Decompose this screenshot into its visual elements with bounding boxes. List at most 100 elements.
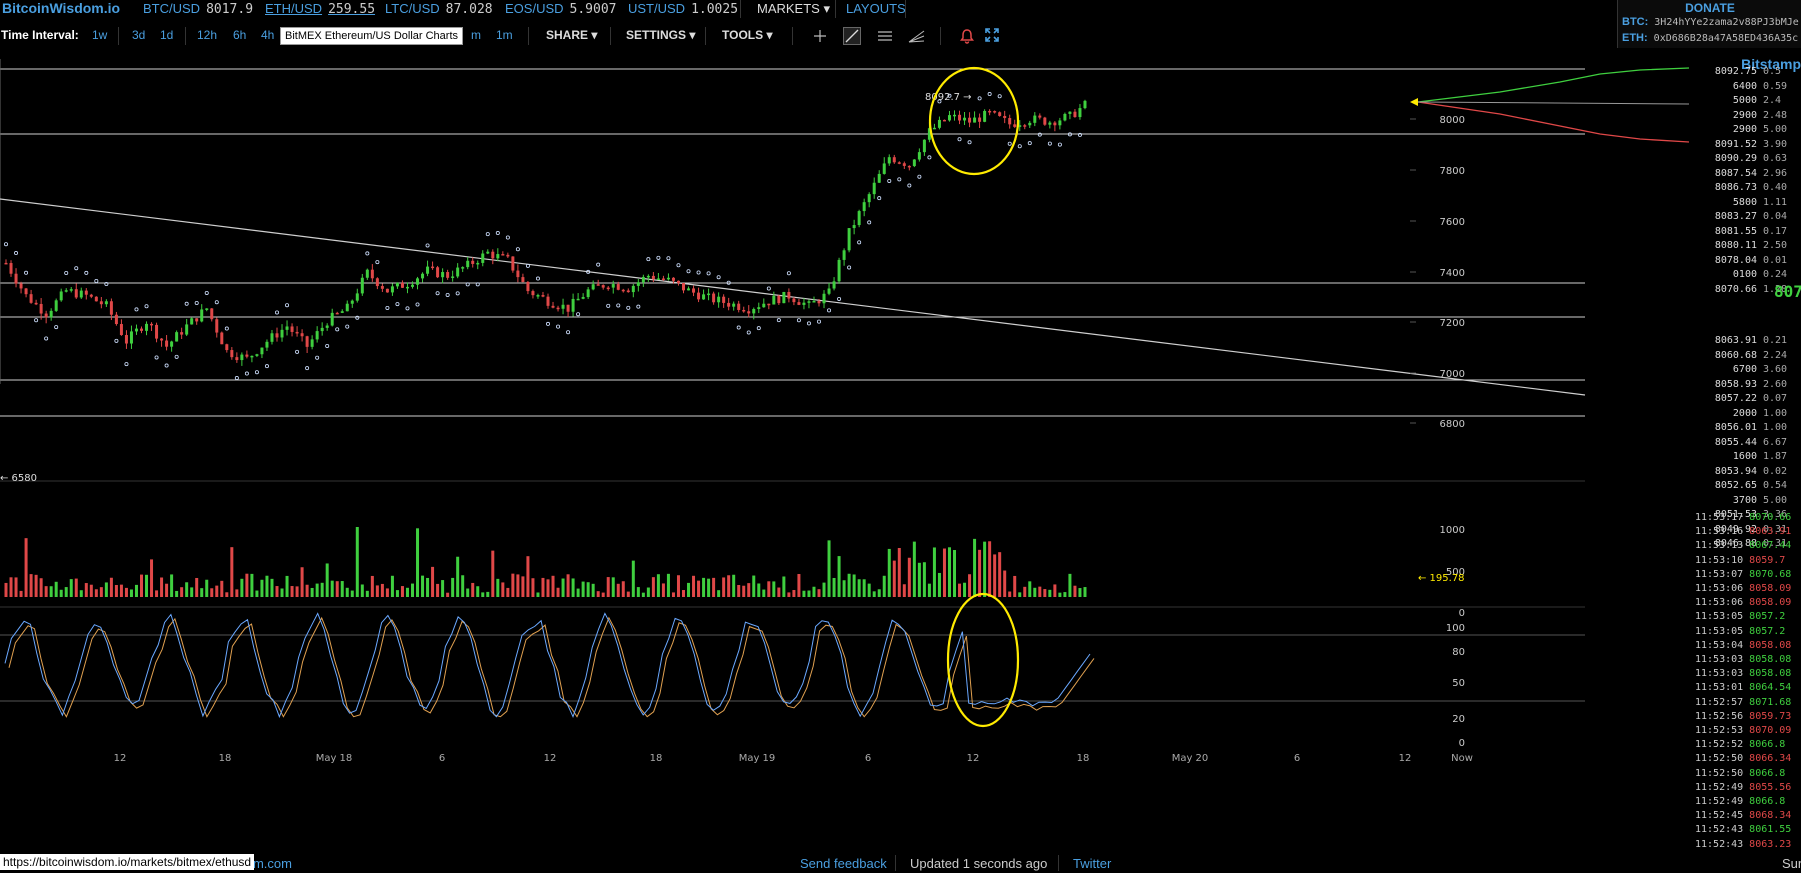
crosshair-icon[interactable] bbox=[812, 28, 828, 44]
candle-body bbox=[104, 301, 108, 305]
interval-4h[interactable]: 4h bbox=[261, 28, 275, 42]
volume-bar bbox=[114, 585, 118, 597]
volume-bar bbox=[902, 584, 906, 597]
candle-body bbox=[782, 291, 786, 304]
volume-bar bbox=[1018, 592, 1022, 597]
btc-address[interactable]: 3H24hYYe2zama2v88PJ3bMJe bbox=[1654, 17, 1799, 28]
candle-body bbox=[937, 119, 941, 128]
volume-bar bbox=[466, 588, 470, 597]
twitter-link[interactable]: Twitter bbox=[1073, 856, 1112, 871]
order-book-row: 6700 3.60 bbox=[1732, 364, 1788, 375]
volume-bar bbox=[365, 590, 369, 597]
interval-1d[interactable]: 1d bbox=[160, 28, 174, 42]
volume-bar bbox=[787, 592, 791, 597]
volume-bar bbox=[476, 586, 480, 597]
candle-body bbox=[757, 307, 761, 310]
volume-bar bbox=[345, 587, 349, 597]
candle-body bbox=[240, 354, 244, 361]
alert-bell-icon[interactable] bbox=[960, 28, 974, 44]
candle-body bbox=[190, 318, 194, 325]
interval-partial[interactable]: m bbox=[471, 28, 481, 42]
last-price: 807 bbox=[1774, 282, 1801, 301]
sar-dot bbox=[1077, 132, 1082, 137]
oscillator-axis-label: 50 bbox=[1452, 678, 1465, 689]
volume-bar bbox=[471, 582, 475, 597]
candle-body bbox=[1013, 124, 1017, 127]
volume-bar bbox=[270, 578, 274, 597]
volume-bar bbox=[44, 586, 48, 597]
price-chart[interactable]: 8000780076007400720070006800100050001008… bbox=[0, 54, 1689, 854]
candle-body bbox=[225, 344, 229, 351]
sar-dot bbox=[997, 94, 1002, 99]
markets-menu[interactable]: MARKETS ▾ bbox=[757, 1, 830, 16]
volume-bar bbox=[411, 583, 414, 597]
exchange-name[interactable]: Bitstamp bbox=[1741, 56, 1801, 72]
candle-body bbox=[556, 307, 560, 310]
candle-body bbox=[4, 262, 8, 265]
site-logo[interactable]: BitcoinWisdom.io bbox=[2, 0, 121, 16]
volume-bar bbox=[702, 577, 706, 597]
sar-dot bbox=[24, 270, 29, 275]
candle-body bbox=[787, 291, 791, 299]
interval-1w[interactable]: 1w bbox=[92, 28, 108, 42]
volume-bar bbox=[862, 579, 866, 597]
candle-body bbox=[330, 312, 334, 326]
tools-menu[interactable]: TOOLS ▾ bbox=[722, 28, 773, 42]
oscillator-axis-label: 100 bbox=[1446, 623, 1465, 634]
volume-bar bbox=[591, 583, 595, 597]
trade-row: 11:52:56 8059.73 bbox=[1695, 710, 1792, 722]
sar-dot bbox=[435, 291, 440, 296]
candle-body bbox=[400, 282, 404, 288]
volume-bar bbox=[807, 590, 811, 597]
interval-3d[interactable]: 3d bbox=[132, 28, 146, 42]
highlight-circle bbox=[928, 66, 1020, 176]
sar-dot bbox=[495, 231, 500, 236]
candle-body bbox=[571, 298, 575, 312]
candle-body bbox=[676, 280, 680, 284]
volume-bar bbox=[235, 589, 239, 597]
eth-address[interactable]: 0xD686B28a47A58ED436A35c bbox=[1653, 33, 1799, 44]
settings-menu[interactable]: SETTINGS ▾ bbox=[626, 28, 696, 42]
share-menu[interactable]: SHARE ▾ bbox=[546, 28, 598, 42]
candle-body bbox=[129, 331, 133, 344]
candle-body bbox=[872, 182, 876, 195]
ticker-eos[interactable]: EOS/USD 5.9007 bbox=[505, 1, 617, 17]
sar-dot bbox=[445, 292, 450, 297]
order-book-row: 2900 2.48 bbox=[1732, 109, 1788, 121]
donate-title[interactable]: DONATE bbox=[1685, 1, 1735, 15]
volume-bar bbox=[847, 573, 851, 597]
ticker-ltc[interactable]: LTC/USD 87.028 bbox=[385, 1, 493, 17]
candle-body bbox=[29, 294, 33, 303]
interval-6h[interactable]: 6h bbox=[233, 28, 247, 42]
volume-bar bbox=[968, 574, 972, 597]
ticker-btc[interactable]: BTC/USD 8017.9 bbox=[143, 1, 254, 17]
candle-body bbox=[1083, 100, 1087, 109]
time-axis-label: 6 bbox=[865, 753, 871, 764]
sar-dot bbox=[867, 220, 872, 225]
fibonacci-icon[interactable] bbox=[908, 28, 926, 44]
volume-bar bbox=[431, 566, 435, 597]
volume-bar bbox=[405, 587, 409, 597]
ticker-eth[interactable]: ETH/USD 259.55 bbox=[265, 1, 376, 17]
horizontal-lines-icon[interactable] bbox=[877, 28, 893, 44]
trade-row: 11:52:49 8066.8 bbox=[1695, 796, 1786, 807]
caret-down-icon: ▾ bbox=[823, 1, 830, 16]
send-feedback-link[interactable]: Send feedback bbox=[800, 856, 887, 871]
interval-1m[interactable]: 1m bbox=[496, 28, 513, 42]
volume-bar bbox=[486, 591, 490, 597]
sar-dot bbox=[465, 282, 470, 287]
sar-dot bbox=[1027, 141, 1032, 146]
volume-bar bbox=[917, 562, 921, 597]
fullscreen-icon[interactable] bbox=[985, 28, 999, 42]
ticker-ust[interactable]: UST/USD 1.0025 bbox=[628, 1, 739, 17]
layouts-menu[interactable]: LAYOUTS bbox=[846, 1, 906, 16]
donate-btc-row: BTC: 3H24hYYe2zama2v88PJ3bMJe bbox=[1622, 16, 1799, 28]
sar-dot bbox=[706, 271, 711, 276]
candle-body bbox=[1048, 122, 1052, 125]
interval-12h[interactable]: 12h bbox=[197, 28, 218, 42]
candle-body bbox=[993, 111, 997, 113]
draw-line-icon[interactable] bbox=[843, 27, 861, 45]
volume-bar bbox=[4, 582, 8, 597]
sar-dot bbox=[666, 256, 671, 261]
volume-bar bbox=[255, 590, 259, 597]
